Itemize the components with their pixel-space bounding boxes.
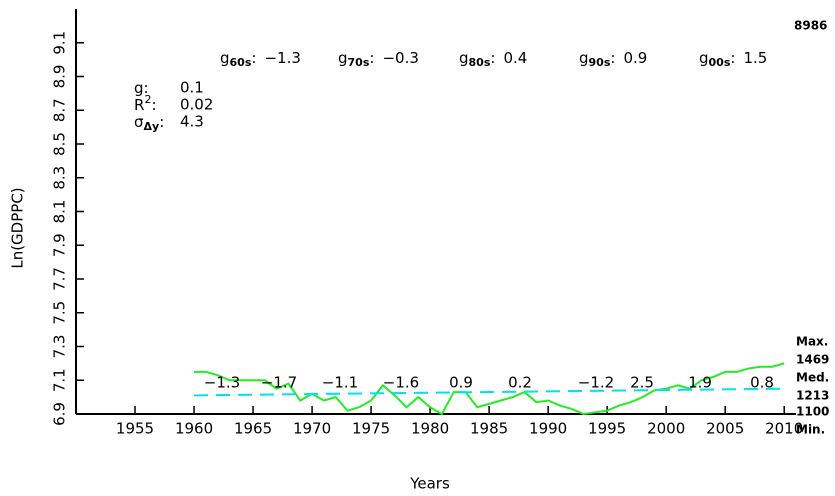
line [194,387,785,397]
period-growth: −1.2 [578,374,614,392]
stat-label: σΔy: [134,113,164,134]
y-tick-label: 7.3 [51,335,69,359]
period-growth: 2.5 [630,374,654,392]
decade-colon: : [369,49,374,67]
decade-value: 0.9 [623,49,647,67]
stat-name: R [134,96,144,114]
decade-colon: : [251,49,256,67]
y-tick-label: 8.9 [51,65,69,89]
y-tick-label: 7.7 [51,267,69,291]
decade-label: g [338,49,348,67]
decade-growth: g60s: −1.3 [220,49,301,70]
y-tick-label: 7.5 [51,301,69,325]
decade-label: g [459,49,469,67]
x-tick-label: 1995 [588,420,626,438]
decade-value: 0.4 [503,49,527,67]
stat-sub: Δy [144,120,160,133]
period-growth: −1.3 [204,374,240,392]
decade-colon: : [730,49,735,67]
y-tick-label: 6.9 [51,402,69,426]
stat-sup: 2 [144,93,151,106]
decade-label: g [220,49,230,67]
y-tick-label: 8.1 [51,200,69,224]
y-axis-label: Ln(GDPPC) [9,187,27,268]
med-label: Med. [796,371,829,385]
decade-growth: g00s: 1.5 [699,49,767,70]
period-growth: 0.8 [750,374,774,392]
stat-colon: : [151,96,156,114]
decade-label: g [699,49,709,67]
decade-value: −0.3 [382,49,418,67]
y-tick-label: 8.5 [51,132,69,156]
x-tick-label: 2005 [706,420,744,438]
y-tick-label: 9.1 [51,31,69,55]
y-tick-label: 7.1 [51,368,69,392]
decade-value: −1.3 [264,49,300,67]
stat-colon: : [159,113,164,131]
decade-sub: 90s [589,56,611,69]
line [194,362,785,416]
period-growth: −1.6 [383,374,419,392]
x-tick-label: 1980 [411,420,449,438]
period-growth: −1.7 [261,374,297,392]
x-axis-label: Years [409,475,450,493]
decade-value: 1.5 [743,49,767,67]
y-tick-label: 8.7 [51,98,69,122]
x-tick-label: 1985 [470,420,508,438]
period-growth: 0.2 [508,374,532,392]
x-tick-label: 1960 [175,420,213,438]
x-tick-label: 1990 [529,420,567,438]
stat-label: R2: [134,93,157,114]
x-tick-label: 1975 [352,420,390,438]
stat-value: 0.02 [180,96,213,114]
period-growth: 0.9 [449,374,473,392]
max-value: 1469 [796,353,829,367]
period-growth: −1.1 [322,374,358,392]
x-tick-label: 2010 [765,420,803,438]
decade-sub: 60s [230,56,252,69]
decade-sub: 70s [348,56,370,69]
decade-colon: : [610,49,615,67]
stat-name: σ [134,113,144,131]
y-tick-label: 7.9 [51,233,69,257]
decade-growth: g70s: −0.3 [338,49,419,70]
min-value: 1100 [796,405,829,419]
decade-growth: g90s: 0.9 [579,49,647,70]
max-label: Max. [796,335,828,349]
stat-value: 4.3 [180,113,204,131]
x-tick-label: 1955 [116,420,154,438]
x-tick-label: 1965 [234,420,272,438]
y-tick-label: 8.3 [51,166,69,190]
decade-sub: 80s [469,56,491,69]
x-tick-label: 2000 [647,420,685,438]
stat-name: g: [134,79,149,97]
min-label: Min. [796,423,825,437]
decade-growth: g80s: 0.4 [459,49,527,70]
decade-colon: : [490,49,495,67]
stat-value: 0.1 [180,79,204,97]
decade-label: g [579,49,589,67]
top-label: 8986 [794,19,827,33]
decade-sub: 00s [709,56,731,69]
x-tick-label: 1970 [293,420,331,438]
stat-label: g: [134,79,149,97]
med-value: 1213 [796,389,829,403]
period-growth: 1.9 [688,374,712,392]
